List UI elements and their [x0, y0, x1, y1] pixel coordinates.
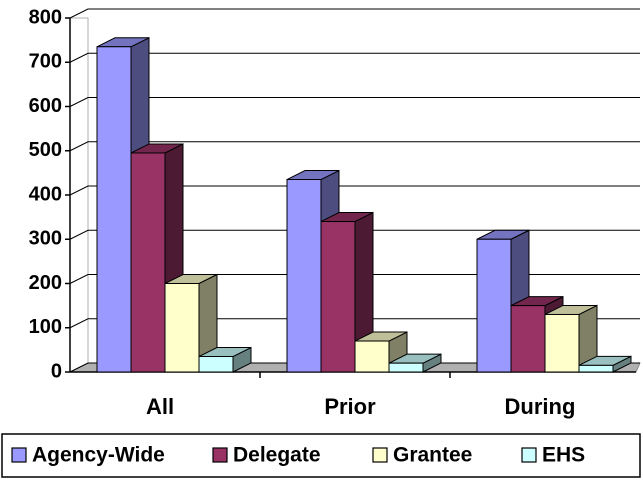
- grid-line: [69, 362, 640, 373]
- bar: [198, 356, 234, 373]
- legend-label: EHS: [542, 444, 585, 467]
- legend-label: Delegate: [233, 444, 321, 467]
- bar: [476, 238, 512, 373]
- grid-line: [69, 274, 640, 284]
- bar: [96, 46, 132, 373]
- bar: [130, 152, 166, 373]
- grid-line: [69, 8, 640, 19]
- legend-swatch: [521, 447, 537, 463]
- bar: [578, 364, 614, 373]
- bar: [544, 313, 580, 373]
- grid-line: [69, 229, 640, 240]
- grid-line: [69, 318, 640, 329]
- legend-swatch: [372, 447, 388, 463]
- y-tick-label: 800: [29, 6, 62, 28]
- x-tick-label: Prior: [324, 394, 376, 419]
- bar: [354, 340, 390, 373]
- bar: [510, 305, 546, 373]
- grid-line: [69, 141, 640, 152]
- legend-label: Grantee: [393, 444, 472, 467]
- y-tick-label: 200: [29, 272, 62, 294]
- y-tick-label: 0: [51, 360, 62, 382]
- grid-line: [69, 52, 640, 63]
- y-tick-label: 400: [29, 183, 62, 205]
- legend-swatch: [212, 447, 228, 463]
- bar: [286, 179, 322, 373]
- x-tick-label: During: [505, 394, 576, 419]
- bar: [320, 221, 356, 373]
- y-tick-label: 500: [29, 139, 62, 161]
- y-tick-label: 100: [29, 316, 62, 338]
- back-wall: [69, 17, 89, 373]
- legend-swatch: [11, 447, 27, 463]
- bar: [388, 362, 424, 373]
- x-tick-label: All: [146, 394, 174, 419]
- bar: [164, 283, 200, 373]
- y-tick-label: 300: [29, 228, 62, 250]
- grid-line: [69, 97, 640, 107]
- grid-line: [69, 185, 640, 196]
- legend-label: Agency-Wide: [32, 444, 165, 467]
- y-tick-label: 600: [29, 95, 62, 117]
- y-tick-label: 700: [29, 51, 62, 73]
